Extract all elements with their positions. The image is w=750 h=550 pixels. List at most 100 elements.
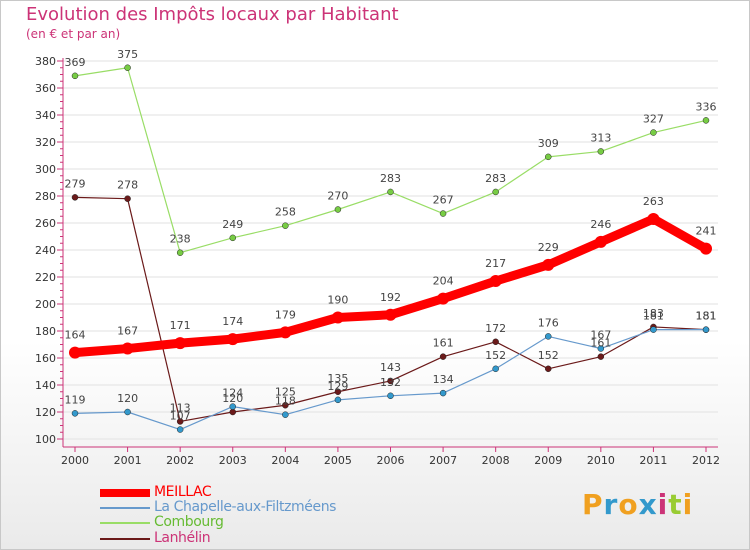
data-point bbox=[650, 326, 657, 333]
data-label: 258 bbox=[275, 206, 296, 219]
data-label: 120 bbox=[117, 392, 138, 405]
data-point bbox=[597, 148, 605, 155]
data-point bbox=[229, 234, 236, 242]
y-tick-label: 300 bbox=[35, 163, 56, 176]
data-point bbox=[384, 308, 397, 321]
data-label: 164 bbox=[65, 329, 86, 342]
legend-label: Combourg bbox=[154, 514, 224, 530]
data-point bbox=[439, 353, 447, 360]
data-point bbox=[700, 242, 712, 255]
data-point bbox=[124, 195, 131, 202]
legend-swatch bbox=[100, 522, 150, 524]
data-point bbox=[542, 258, 555, 271]
y-tick-label: 360 bbox=[35, 82, 56, 95]
data-point bbox=[437, 292, 450, 305]
data-label: 267 bbox=[433, 194, 454, 207]
y-tick-label: 320 bbox=[35, 136, 56, 149]
data-label: 283 bbox=[485, 172, 506, 185]
data-point bbox=[334, 388, 342, 395]
data-label: 118 bbox=[275, 395, 296, 408]
data-label: 171 bbox=[170, 319, 191, 332]
data-label: 369 bbox=[65, 56, 86, 69]
data-point bbox=[71, 410, 79, 417]
data-label: 181 bbox=[643, 310, 664, 323]
data-point bbox=[597, 345, 605, 352]
data-label: 192 bbox=[380, 291, 401, 304]
data-label: 120 bbox=[222, 392, 243, 405]
logo-letter: o bbox=[618, 488, 639, 521]
data-label: 181 bbox=[696, 310, 717, 323]
data-label: 135 bbox=[327, 372, 348, 385]
data-label: 124 bbox=[222, 387, 243, 400]
data-point bbox=[597, 353, 605, 360]
data-point bbox=[71, 72, 79, 80]
data-label: 279 bbox=[65, 177, 86, 190]
data-point bbox=[387, 392, 394, 400]
logo-letter: r bbox=[603, 488, 619, 521]
x-tick-label: 2006 bbox=[377, 454, 405, 467]
y-tick-label: 380 bbox=[35, 55, 56, 68]
x-tick-label: 2002 bbox=[166, 454, 194, 467]
data-label: 238 bbox=[170, 233, 191, 246]
data-label: 313 bbox=[590, 131, 611, 144]
x-tick-label: 2004 bbox=[271, 454, 299, 467]
x-tick-label: 2001 bbox=[114, 454, 142, 467]
y-tick-label: 260 bbox=[35, 217, 56, 230]
data-point bbox=[282, 411, 289, 418]
data-label: 152 bbox=[538, 349, 559, 362]
y-tick-label: 100 bbox=[35, 433, 56, 446]
logo-letter: x bbox=[638, 488, 658, 521]
data-point bbox=[71, 194, 79, 201]
data-point bbox=[545, 333, 552, 340]
data-point bbox=[492, 365, 499, 373]
x-tick-label: 2007 bbox=[429, 454, 457, 467]
data-label: 176 bbox=[538, 316, 559, 329]
data-point bbox=[545, 365, 552, 373]
data-point bbox=[387, 377, 394, 385]
logo-letter: i bbox=[657, 488, 669, 521]
data-label: 181 bbox=[696, 310, 717, 323]
y-tick-label: 220 bbox=[35, 271, 56, 284]
data-label: 336 bbox=[696, 100, 717, 113]
data-label: 174 bbox=[222, 315, 243, 328]
data-point bbox=[176, 426, 184, 433]
y-tick-label: 180 bbox=[35, 325, 56, 338]
data-label: 132 bbox=[380, 376, 401, 389]
data-point bbox=[439, 210, 447, 217]
x-tick-label: 2010 bbox=[587, 454, 615, 467]
series-line bbox=[74, 67, 707, 254]
proxiti-logo: Proxiti bbox=[582, 488, 693, 521]
y-tick-label: 140 bbox=[35, 379, 56, 392]
data-label: 327 bbox=[643, 113, 664, 126]
data-point bbox=[492, 188, 499, 196]
data-point bbox=[279, 326, 292, 339]
legend-swatch bbox=[100, 489, 150, 497]
data-label: 241 bbox=[696, 225, 717, 238]
data-label: 204 bbox=[433, 275, 454, 288]
data-label: 283 bbox=[380, 172, 401, 185]
data-point bbox=[121, 342, 134, 355]
data-label: 249 bbox=[222, 218, 243, 231]
data-label: 229 bbox=[538, 241, 559, 254]
y-tick-label: 120 bbox=[35, 406, 56, 419]
data-label: 183 bbox=[643, 307, 664, 320]
y-tick-label: 200 bbox=[35, 298, 56, 311]
data-label: 161 bbox=[433, 337, 454, 350]
x-tick-label: 2012 bbox=[692, 454, 720, 467]
data-label: 278 bbox=[117, 179, 138, 192]
data-label: 309 bbox=[538, 137, 559, 150]
data-label: 143 bbox=[380, 361, 401, 374]
data-point bbox=[282, 402, 289, 409]
y-tick-label: 280 bbox=[35, 190, 56, 203]
data-point bbox=[492, 338, 499, 346]
x-tick-label: 2008 bbox=[482, 454, 510, 467]
chart-subtitle: (en € et par an) bbox=[26, 27, 121, 41]
y-tick-label: 240 bbox=[35, 244, 56, 257]
legend-label: La Chapelle-aux-Filtzméens bbox=[154, 499, 337, 515]
data-point bbox=[439, 389, 447, 397]
data-point bbox=[387, 188, 394, 196]
data-point bbox=[334, 396, 342, 404]
x-tick-label: 2005 bbox=[324, 454, 352, 467]
x-tick-label: 2011 bbox=[639, 454, 667, 467]
